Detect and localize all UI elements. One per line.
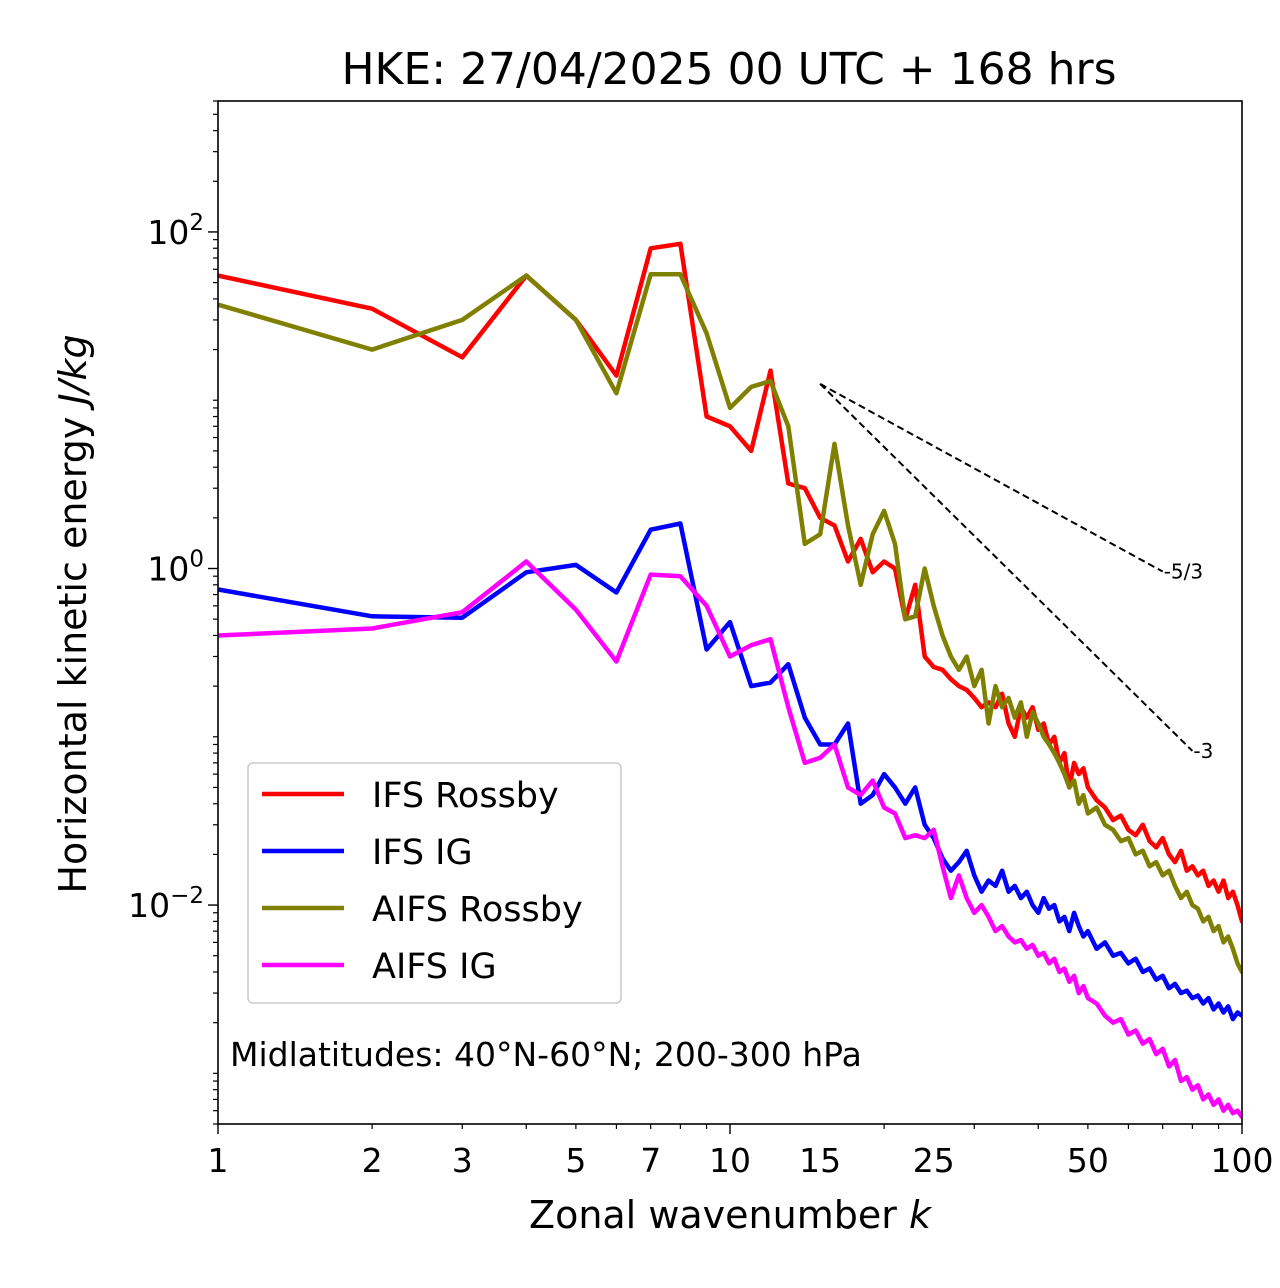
legend: IFS Rossby IFS IG AIFS Rossby AIFS IG (247, 762, 622, 1004)
y-axis-label: Horizontal kinetic energy J/kg (51, 334, 95, 893)
x-axis-label: Zonal wavenumber k (529, 1193, 933, 1237)
plot-frame (217, 100, 1243, 1125)
y-tick-label: 102 (147, 210, 204, 252)
y-tick-exponent: 0 (189, 547, 204, 573)
y-tick-base: 10 (147, 550, 189, 589)
reference-line-2 (819, 383, 1194, 752)
legend-label: AIFS IG (372, 947, 497, 987)
x-tick-label: 50 (1067, 1141, 1109, 1180)
x-tick-label: 15 (799, 1141, 841, 1180)
x-axis-label-text: Zonal wavenumber (529, 1193, 897, 1237)
y-tick-exponent: −2 (170, 883, 204, 909)
x-tick-label: 1 (208, 1141, 229, 1180)
series-line-aifs-ig (218, 559, 1242, 1120)
y-tick-base: 10 (147, 213, 189, 252)
y-tick-label: 10−2 (128, 883, 204, 925)
region-annotation: Midlatitudes: 40°N-60°N; 200-300 hPa (230, 1035, 862, 1074)
legend-box (247, 762, 622, 1004)
reference-line-label: -5/3 (1164, 560, 1203, 584)
legend-label: AIFS Rossby (372, 890, 583, 930)
reference-line-1 (819, 383, 1164, 573)
x-tick-label: 10 (709, 1141, 751, 1180)
x-tick-label: 25 (913, 1141, 955, 1180)
series-line-aifs-rossby (218, 272, 1242, 975)
y-axis-label-text: Horizontal kinetic energy (51, 417, 95, 894)
x-tick-label: 100 (1211, 1141, 1274, 1180)
x-axis: 1 2 3 5 7 10 15 25 50 100 (208, 1124, 1274, 1180)
y-tick-exponent: 2 (189, 210, 204, 236)
y-axis-label-italic: J/kg (51, 334, 95, 411)
x-tick-label: 7 (640, 1141, 661, 1180)
y-tick-label: 100 (147, 547, 204, 589)
chart-title: HKE: 27/04/2025 00 UTC + 168 hrs (341, 44, 1116, 95)
reference-line-label: -3 (1193, 739, 1213, 763)
legend-label: IFS Rossby (372, 776, 559, 816)
series-layer (218, 241, 1242, 1120)
x-tick-label: 3 (452, 1141, 473, 1180)
y-tick-base: 10 (128, 886, 170, 925)
x-tick-label: 2 (362, 1141, 383, 1180)
series-line-ifs-rossby (218, 241, 1242, 924)
x-axis-label-italic: k (909, 1193, 933, 1237)
legend-label: IFS IG (372, 833, 473, 873)
reference-slope-lines: -5/3 -3 (819, 383, 1213, 763)
series-line-ifs-ig (218, 521, 1242, 1022)
x-tick-label: 5 (565, 1141, 586, 1180)
